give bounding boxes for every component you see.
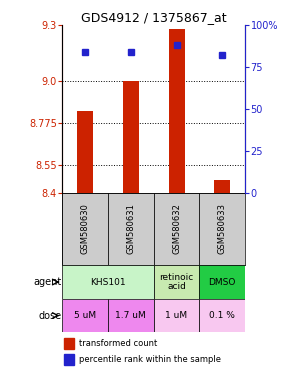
Bar <box>200 193 245 265</box>
Bar <box>62 265 154 299</box>
Text: 1.7 uM: 1.7 uM <box>115 311 146 320</box>
Text: 5 uM: 5 uM <box>74 311 96 320</box>
Bar <box>168 29 184 193</box>
Bar <box>214 180 230 193</box>
Bar <box>62 299 108 332</box>
Text: percentile rank within the sample: percentile rank within the sample <box>79 355 221 364</box>
Text: 0.1 %: 0.1 % <box>209 311 235 320</box>
Text: GSM580632: GSM580632 <box>172 204 181 254</box>
Bar <box>64 338 74 349</box>
Bar <box>77 111 93 193</box>
Title: GDS4912 / 1375867_at: GDS4912 / 1375867_at <box>81 11 226 24</box>
Text: 1 uM: 1 uM <box>166 311 188 320</box>
Text: transformed count: transformed count <box>79 339 157 348</box>
Text: agent: agent <box>33 277 61 287</box>
Bar <box>64 354 74 365</box>
Text: DMSO: DMSO <box>209 278 236 286</box>
Bar <box>200 299 245 332</box>
Text: GSM580631: GSM580631 <box>126 204 135 254</box>
Text: GSM580633: GSM580633 <box>218 204 227 255</box>
Text: retinoic
acid: retinoic acid <box>160 273 194 291</box>
Bar <box>123 81 139 193</box>
Bar <box>108 299 154 332</box>
Text: KHS101: KHS101 <box>90 278 126 286</box>
Bar <box>62 193 108 265</box>
Bar <box>200 265 245 299</box>
Bar <box>154 193 200 265</box>
Bar <box>108 193 154 265</box>
Bar <box>154 265 200 299</box>
Text: GSM580630: GSM580630 <box>81 204 90 254</box>
Bar <box>154 299 200 332</box>
Text: dose: dose <box>38 311 61 321</box>
